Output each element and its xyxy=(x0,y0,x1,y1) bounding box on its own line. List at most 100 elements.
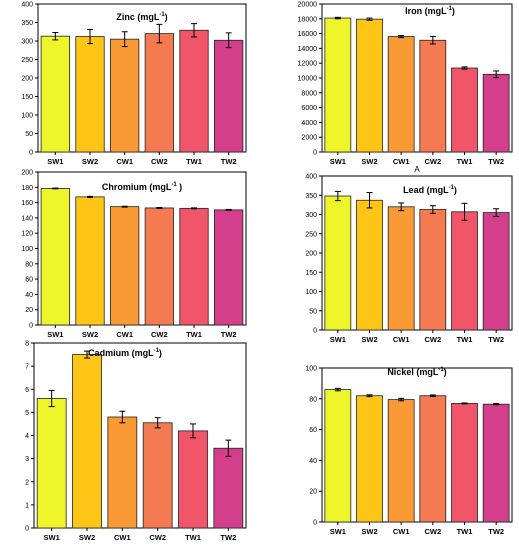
zinc-xtick-label: CW1 xyxy=(116,157,133,166)
zinc-xtick-label: TW1 xyxy=(186,157,202,166)
iron-xaxis-label: A xyxy=(414,165,420,174)
cadmium-title-text: Cadmium (mgL xyxy=(88,348,154,358)
lead-title-suffix: ) xyxy=(454,185,457,195)
iron-bar-sw1 xyxy=(324,17,352,153)
chromium-xtick-label: SW2 xyxy=(82,330,98,339)
cadmium-ytick-label: 3 xyxy=(25,456,29,463)
zinc-xtick-label: CW2 xyxy=(151,157,168,166)
chromium-xtick-label: SW1 xyxy=(47,330,63,339)
zinc-xtick-label: SW1 xyxy=(47,157,63,166)
nickel-ytick-label: 60 xyxy=(309,427,317,434)
chromium-ytick-label: 180 xyxy=(21,185,33,192)
chromium-xtick-label: CW1 xyxy=(116,330,133,339)
lead-xtick-label: SW2 xyxy=(361,335,377,344)
zinc-ytick-label: 300 xyxy=(21,39,33,46)
nickel-ytick-label: 100 xyxy=(305,366,317,373)
cadmium-ytick-label: 1 xyxy=(25,502,29,509)
zinc-xtick-label: TW2 xyxy=(221,157,237,166)
lead-title-sup: -1 xyxy=(449,185,455,191)
iron-ytick-label: 0 xyxy=(313,150,317,157)
nickel-xtick-label: CW2 xyxy=(424,527,441,536)
iron-xtick-label: TW2 xyxy=(488,157,504,166)
iron-chart-title: Iron (mgL-1) xyxy=(405,6,455,16)
iron-xtick-label: TW1 xyxy=(457,157,473,166)
iron-xtick-label: SW2 xyxy=(361,157,377,166)
iron-ytick-label: 10000 xyxy=(298,76,318,83)
zinc-ytick-label: 200 xyxy=(21,76,33,83)
nickel-chart-title: Nickel (mgL-1) xyxy=(387,367,446,377)
lead-ytick-label: 350 xyxy=(305,193,317,200)
lead-xtick-label: CW2 xyxy=(424,335,441,344)
nickel-bar-sw2 xyxy=(356,395,383,523)
chromium-ytick-label: 80 xyxy=(25,261,33,268)
lead-bar-sw2 xyxy=(356,199,383,331)
chromium-ytick-label: 20 xyxy=(25,307,33,314)
cadmium-xtick-label: SW2 xyxy=(79,533,95,542)
nickel-ytick-label: 40 xyxy=(309,458,317,465)
nickel-xtick-label: TW1 xyxy=(457,527,473,536)
cadmium-xtick-label: TW2 xyxy=(220,533,236,542)
chromium-ytick-label: 0 xyxy=(29,323,33,330)
cadmium-chart-title: Cadmium (mgL-1) xyxy=(88,348,162,358)
iron-ytick-label: 8000 xyxy=(301,90,317,97)
zinc-bar-cw2 xyxy=(144,33,174,153)
nickel-ytick-label: 80 xyxy=(309,396,317,403)
lead-xtick-label: CW1 xyxy=(393,335,410,344)
cadmium-ytick-label: 4 xyxy=(25,433,29,440)
cadmium-bar-sw2 xyxy=(72,354,102,529)
lead-ytick-label: 300 xyxy=(305,212,317,219)
cadmium-title-suffix: ) xyxy=(159,348,162,358)
iron-ytick-label: 2000 xyxy=(301,135,317,142)
cadmium-ytick-label: 6 xyxy=(25,387,29,394)
iron-bar-tw1 xyxy=(451,67,478,153)
iron-xtick-label: SW1 xyxy=(330,157,346,166)
zinc-title-text: Zinc (mgL xyxy=(116,12,159,22)
iron-ytick-label: 16000 xyxy=(298,31,318,38)
chromium-ytick-label: 120 xyxy=(21,231,33,238)
nickel-plot-frame xyxy=(321,367,513,523)
chromium-ytick-label: 160 xyxy=(21,200,33,207)
nickel-bar-cw2 xyxy=(419,395,447,523)
cadmium-xtick-label: CW2 xyxy=(149,533,166,542)
iron-xtick-label: CW2 xyxy=(424,157,441,166)
cadmium-xtick-label: TW1 xyxy=(185,533,201,542)
zinc-ytick-label: 350 xyxy=(21,20,33,27)
nickel-bar-cw1 xyxy=(387,399,415,523)
lead-bar-tw2 xyxy=(482,212,510,331)
chromium-xtick-label: TW1 xyxy=(186,330,202,339)
chromium-bar-sw1 xyxy=(40,188,70,326)
iron-bar-tw2 xyxy=(482,73,510,153)
zinc-bar-tw2 xyxy=(214,39,244,153)
lead-ytick-label: 200 xyxy=(305,251,317,258)
zinc-bar-cw1 xyxy=(110,38,140,153)
nickel-xtick-label: SW2 xyxy=(361,527,377,536)
lead-ytick-label: 50 xyxy=(309,308,317,315)
iron-bar-cw1 xyxy=(387,36,415,153)
nickel-bar-tw1 xyxy=(451,403,478,523)
nickel-title-sup: -1 xyxy=(438,367,444,373)
chromium-xtick-label: CW2 xyxy=(151,330,168,339)
lead-bar-tw1 xyxy=(451,211,478,331)
iron-ytick-label: 14000 xyxy=(298,46,318,53)
nickel-xtick-label: TW2 xyxy=(488,527,504,536)
lead-ytick-label: 250 xyxy=(305,231,317,238)
iron-title-text: Iron (mgL xyxy=(405,6,447,16)
cadmium-bar-sw1 xyxy=(36,398,67,529)
nickel-title-text: Nickel (mgL xyxy=(387,367,439,377)
nickel-bar-tw2 xyxy=(482,403,510,523)
chromium-chart-title: Chromium (mgL-1 ) xyxy=(102,182,182,192)
chromium-title-suffix: ) xyxy=(177,182,183,192)
chromium-bar-cw2 xyxy=(144,207,174,326)
zinc-title-sup: -1 xyxy=(159,12,165,18)
iron-ytick-label: 20000 xyxy=(298,2,318,9)
nickel-title-suffix: ) xyxy=(444,367,447,377)
cadmium-ytick-label: 7 xyxy=(25,364,29,371)
lead-xtick-label: TW2 xyxy=(488,335,504,344)
chromium-bar-cw1 xyxy=(110,206,140,326)
iron-ytick-label: 12000 xyxy=(298,61,318,68)
